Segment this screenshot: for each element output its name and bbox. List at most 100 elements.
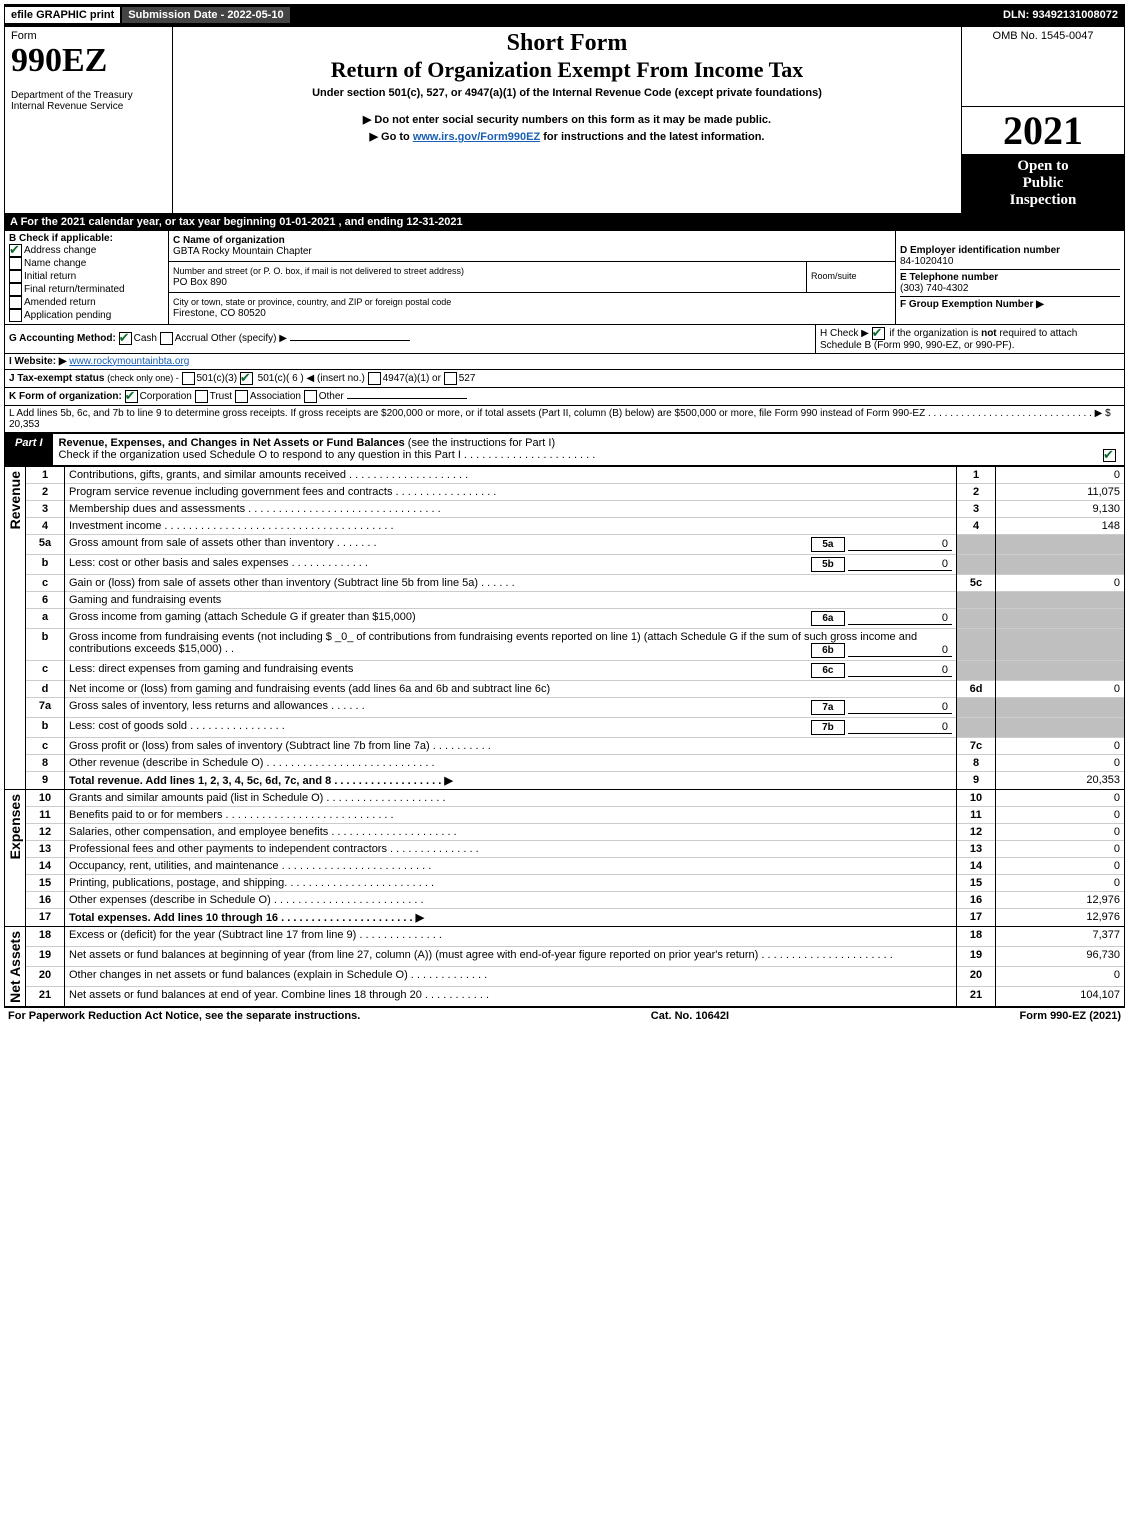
checkbox-app-pending[interactable] (9, 309, 22, 322)
under-section: Under section 501(c), 527, or 4947(a)(1)… (179, 87, 955, 99)
checkbox-address-change[interactable] (9, 244, 22, 257)
checkbox-527[interactable] (444, 372, 457, 385)
shaded-amount (996, 554, 1125, 574)
section-k-label: K Form of organization: (9, 391, 122, 402)
line-desc: Less: cost of goods sold . . . . . . . .… (65, 717, 957, 737)
checkbox-association[interactable] (235, 390, 248, 403)
line-box-label: 10 (957, 790, 996, 807)
section-j-subtext: (check only one) - (107, 373, 179, 383)
sub-value: 0 (848, 644, 952, 657)
shaded-amount (996, 660, 1125, 680)
checkbox-accrual[interactable] (160, 332, 173, 345)
main-title: Return of Organization Exempt From Incom… (179, 57, 955, 83)
accrual-label: Accrual (175, 333, 208, 344)
line-desc: Net assets or fund balances at end of ye… (65, 987, 957, 1007)
line-box-label: 1 (957, 466, 996, 483)
open-public-badge: Open to Public Inspection (962, 154, 1124, 213)
label-501c-pre: 501(c)( (258, 373, 292, 384)
line-amount: 148 (996, 517, 1125, 534)
checkbox-cash[interactable] (119, 332, 132, 345)
group-label: Net Assets (5, 927, 25, 1007)
line-amount: 9,130 (996, 500, 1125, 517)
form-number: 990EZ (11, 42, 166, 80)
efile-print-label[interactable]: efile GRAPHIC print (5, 7, 122, 23)
short-form-title: Short Form (179, 30, 955, 57)
section-i-label: I Website: ▶ (9, 356, 67, 367)
line-amount: 0 (996, 790, 1125, 807)
checkbox-schedule-b-not-required[interactable] (872, 327, 885, 340)
line-box-label: 14 (957, 857, 996, 874)
checkbox-name-change[interactable] (9, 257, 22, 270)
sub-value: 0 (848, 538, 952, 551)
line-amount: 0 (996, 966, 1125, 986)
line-box-label: 2 (957, 483, 996, 500)
section-e-label: E Telephone number (900, 272, 998, 283)
line-number: 6 (26, 591, 65, 608)
address-change-label: Address change (24, 245, 96, 256)
sub-label: 6c (811, 663, 845, 678)
line-number: 21 (26, 987, 65, 1007)
other-org-input[interactable] (347, 398, 467, 399)
shaded-box (957, 534, 996, 554)
checkbox-initial-return[interactable] (9, 270, 22, 283)
line-desc: Grants and similar amounts paid (list in… (65, 790, 957, 807)
line-box-label: 3 (957, 500, 996, 517)
line-box-label: 21 (957, 987, 996, 1007)
line-box-label: 11 (957, 806, 996, 823)
line-number: d (26, 680, 65, 697)
line-a-period: A For the 2021 calendar year, or tax yea… (4, 214, 1125, 230)
line-box-label: 18 (957, 927, 996, 947)
checkbox-schedule-o-part1[interactable] (1103, 449, 1116, 462)
checkbox-501c3[interactable] (182, 372, 195, 385)
line-number: 3 (26, 500, 65, 517)
line-amount: 0 (996, 840, 1125, 857)
final-return-label: Final return/terminated (24, 284, 125, 295)
line-number: 13 (26, 840, 65, 857)
line-box-label: 20 (957, 966, 996, 986)
other-method-input[interactable] (290, 340, 410, 341)
line-amount: 104,107 (996, 987, 1125, 1007)
netassets-lines: Net Assets18Excess or (deficit) for the … (4, 927, 1125, 1008)
line-desc: Less: direct expenses from gaming and fu… (65, 660, 957, 680)
line-amount: 0 (996, 874, 1125, 891)
part-1-lines: Revenue1Contributions, gifts, grants, an… (4, 466, 1125, 790)
line-number: 2 (26, 483, 65, 500)
other-method-label: Other (specify) ▶ (211, 333, 287, 344)
checkbox-final-return[interactable] (9, 283, 22, 296)
goto-post: for instructions and the latest informat… (540, 131, 764, 143)
org-name: GBTA Rocky Mountain Chapter (173, 246, 312, 257)
section-c-label: C Name of organization (173, 235, 285, 246)
line-amount: 7,377 (996, 927, 1125, 947)
line-desc: Investment income . . . . . . . . . . . … (65, 517, 957, 534)
omb-number: OMB No. 1545-0047 (968, 30, 1118, 42)
checkbox-corporation[interactable] (125, 390, 138, 403)
line-number: a (26, 608, 65, 628)
line-box-label: 19 (957, 946, 996, 966)
line-amount: 20,353 (996, 771, 1125, 789)
line-number: 8 (26, 754, 65, 771)
cash-label: Cash (134, 333, 157, 344)
group-label: Revenue (5, 467, 25, 533)
label-trust: Trust (210, 391, 232, 402)
line-amount: 0 (996, 574, 1125, 591)
checkbox-amended-return[interactable] (9, 296, 22, 309)
line-amount: 96,730 (996, 946, 1125, 966)
label-501c3: 501(c)(3) (197, 373, 238, 384)
shaded-box (957, 608, 996, 628)
room-label: Room/suite (811, 271, 857, 281)
line-desc: Net income or (loss) from gaming and fun… (65, 680, 957, 697)
line-number: 7a (26, 697, 65, 717)
part-1-check-note: Check if the organization used Schedule … (59, 449, 596, 461)
checkbox-trust[interactable] (195, 390, 208, 403)
line-box-label: 5c (957, 574, 996, 591)
top-bar: efile GRAPHIC print Submission Date - 20… (4, 4, 1125, 26)
irs-link[interactable]: www.irs.gov/Form990EZ (413, 131, 540, 143)
checkbox-4947[interactable] (368, 372, 381, 385)
checkbox-501c[interactable] (240, 372, 253, 385)
checkbox-other-org[interactable] (304, 390, 317, 403)
city-value: Firestone, CO 80520 (173, 308, 266, 319)
shaded-amount (996, 717, 1125, 737)
line-number: 9 (26, 771, 65, 789)
website-link[interactable]: www.rockymountainbta.org (69, 356, 189, 367)
shaded-box (957, 717, 996, 737)
